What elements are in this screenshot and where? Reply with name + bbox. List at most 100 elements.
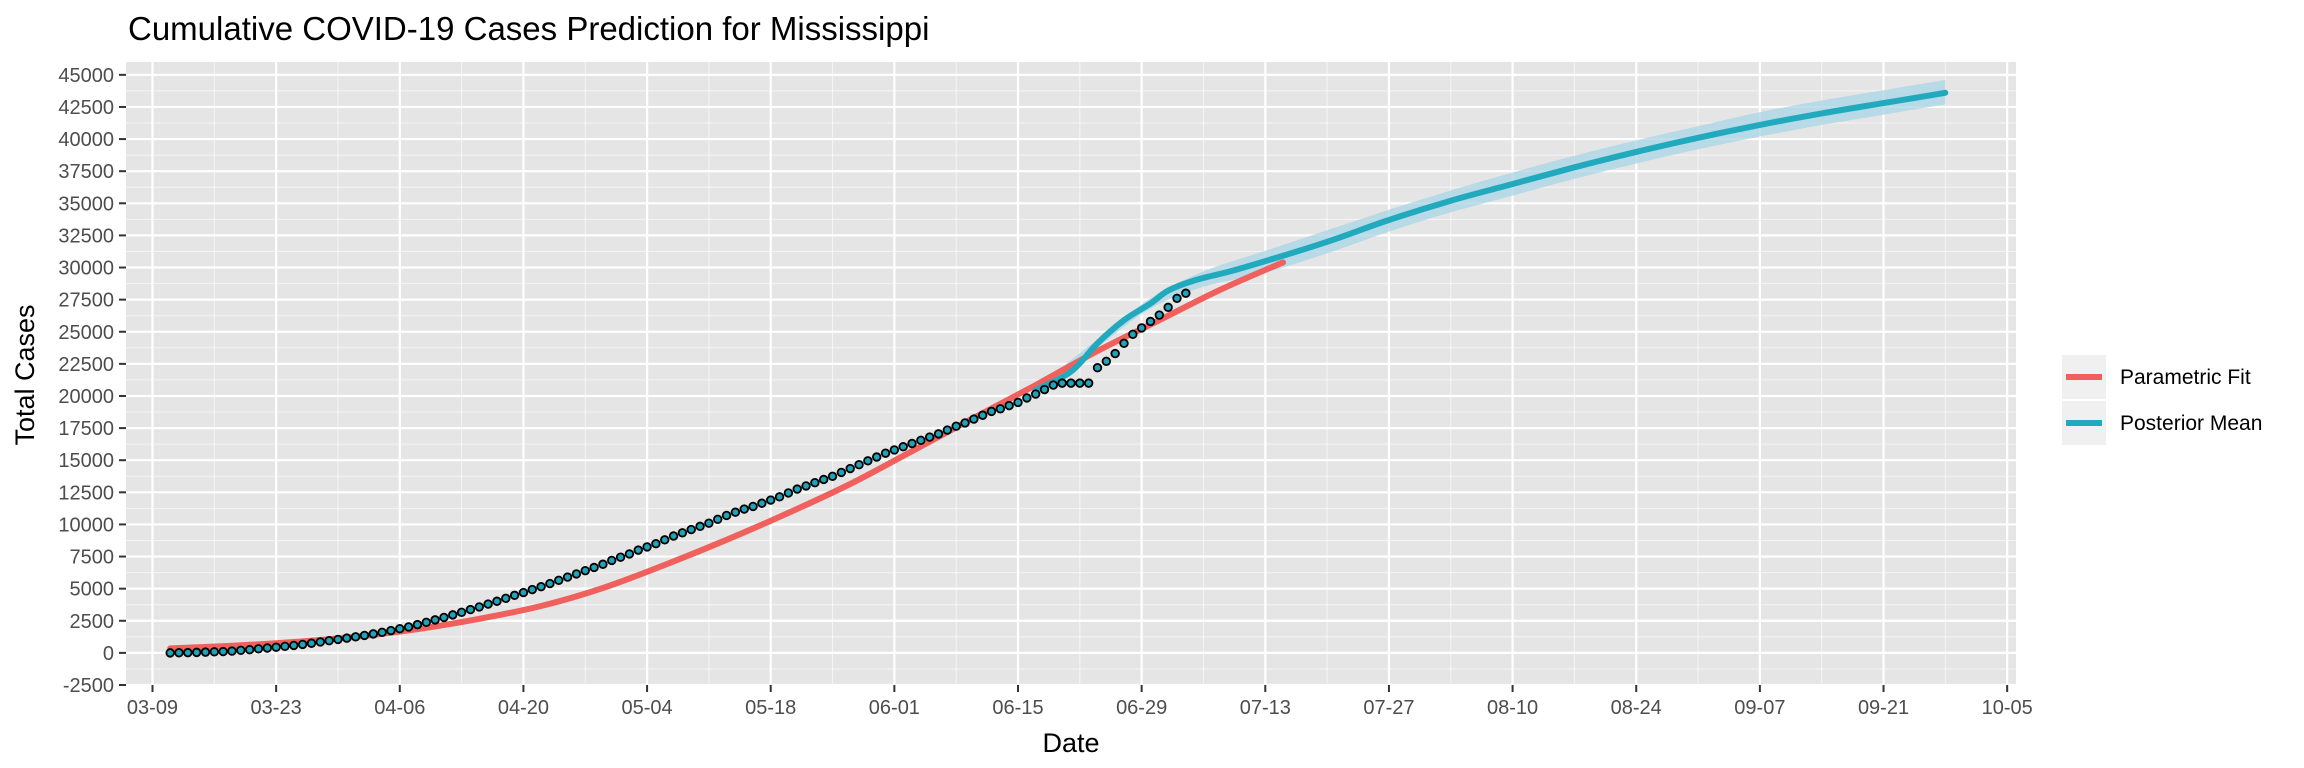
observed-point bbox=[766, 495, 776, 505]
observed-point bbox=[951, 421, 961, 431]
observed-point bbox=[660, 535, 670, 545]
observed-point bbox=[342, 633, 352, 643]
observed-point bbox=[562, 572, 573, 582]
observed-point bbox=[1181, 288, 1191, 298]
observed-point bbox=[836, 467, 847, 478]
observed-point bbox=[1022, 393, 1032, 403]
x-axis-title: Date bbox=[1042, 728, 1099, 758]
observed-point bbox=[933, 429, 944, 439]
y-tick-label: 37500 bbox=[58, 161, 114, 183]
observed-point bbox=[1004, 400, 1014, 411]
observed-point bbox=[1057, 378, 1067, 388]
observed-point bbox=[244, 644, 255, 655]
observed-point bbox=[880, 448, 891, 458]
observed-point bbox=[615, 552, 626, 562]
observed-point bbox=[986, 406, 997, 417]
chart-title: Cumulative COVID-19 Cases Prediction for… bbox=[128, 10, 929, 47]
y-tick-label: 27500 bbox=[58, 290, 114, 312]
observed-point bbox=[748, 501, 758, 512]
observed-point bbox=[607, 555, 617, 566]
observed-point bbox=[439, 612, 449, 623]
observed-point bbox=[465, 604, 476, 615]
observed-point bbox=[209, 647, 220, 657]
observed-point bbox=[377, 627, 387, 638]
observed-point bbox=[713, 514, 723, 524]
y-tick-label: 25000 bbox=[58, 322, 114, 344]
observed-point bbox=[174, 648, 184, 658]
observed-point bbox=[200, 647, 211, 657]
observed-point bbox=[236, 645, 246, 656]
credible-band-layer bbox=[1035, 80, 1946, 393]
observed-point bbox=[1030, 389, 1041, 399]
observed-point bbox=[306, 638, 317, 648]
y-tick-label: 17500 bbox=[58, 418, 114, 440]
observed-point bbox=[430, 615, 440, 625]
y-tick-label: 22500 bbox=[58, 354, 114, 376]
observed-point bbox=[1145, 316, 1156, 327]
observed-point bbox=[624, 549, 635, 559]
y-tick-label: 0 bbox=[103, 643, 114, 665]
observed-point bbox=[819, 474, 829, 485]
legend: Parametric Fit Posterior Mean bbox=[2062, 355, 2262, 445]
y-tick-label: 35000 bbox=[58, 193, 114, 215]
observed-point bbox=[421, 617, 431, 628]
posterior-credible-band bbox=[1035, 80, 1946, 393]
x-axis: 03-09 03-23 04-06 04-20 05-04 05-18 06-01 06-15… bbox=[127, 685, 2033, 719]
legend-label: Posterior Mean bbox=[2120, 412, 2262, 435]
y-tick-label: 12500 bbox=[58, 482, 114, 504]
observed-point bbox=[598, 559, 608, 569]
x-tick-label: 10-05 bbox=[1982, 697, 2033, 719]
observed-point bbox=[350, 632, 361, 642]
y-tick-label: 42500 bbox=[58, 97, 114, 119]
x-tick-label: 04-20 bbox=[498, 697, 549, 719]
observed-point bbox=[651, 539, 661, 549]
observed-points bbox=[165, 288, 1191, 658]
observed-point bbox=[810, 477, 820, 488]
observed-point bbox=[324, 635, 334, 646]
y-tick-label: 30000 bbox=[58, 258, 114, 280]
observed-point bbox=[386, 625, 396, 636]
y-axis-title: Total Cases bbox=[10, 304, 40, 445]
observed-point bbox=[695, 521, 705, 532]
y-axis: -2500 0 2500 5000 7500 10000 12500 15000 17500 20… bbox=[58, 65, 126, 697]
x-tick-label: 06-29 bbox=[1116, 697, 1167, 719]
observed-point bbox=[492, 596, 502, 606]
observed-point bbox=[1101, 356, 1112, 366]
observed-point bbox=[1136, 323, 1147, 333]
observed-point bbox=[448, 610, 458, 620]
observed-point bbox=[757, 498, 767, 508]
observed-point bbox=[783, 488, 794, 498]
observed-point bbox=[1048, 380, 1059, 390]
observed-point bbox=[1083, 378, 1094, 388]
observed-point bbox=[297, 639, 308, 650]
observed-point bbox=[1163, 302, 1173, 313]
observed-point bbox=[333, 634, 343, 645]
legend-label: Parametric Fit bbox=[2120, 366, 2251, 389]
observed-point bbox=[518, 587, 529, 598]
x-tick-label: 05-04 bbox=[621, 697, 672, 719]
observed-point bbox=[960, 418, 970, 428]
observed-point bbox=[1110, 348, 1120, 359]
observed-point bbox=[589, 562, 599, 573]
observed-point bbox=[165, 648, 175, 658]
observed-point bbox=[1128, 329, 1138, 340]
observed-point bbox=[412, 619, 423, 630]
observed-point bbox=[898, 442, 908, 452]
observed-point bbox=[1066, 378, 1076, 388]
y-tick-label: 7500 bbox=[70, 547, 115, 569]
observed-point bbox=[642, 542, 652, 552]
observed-point bbox=[907, 438, 917, 449]
y-tick-label: -2500 bbox=[63, 675, 114, 697]
observed-point bbox=[721, 510, 732, 521]
grid-major bbox=[126, 62, 2016, 687]
observed-point bbox=[1039, 384, 1050, 395]
observed-point bbox=[580, 565, 590, 576]
observed-point bbox=[977, 410, 988, 420]
observed-point bbox=[1013, 397, 1023, 408]
x-tick-label: 04-06 bbox=[374, 697, 425, 719]
observed-point bbox=[456, 607, 467, 617]
observed-point bbox=[1075, 378, 1085, 388]
observed-point bbox=[916, 435, 926, 445]
observed-point bbox=[545, 578, 555, 589]
y-tick-label: 45000 bbox=[58, 65, 114, 87]
